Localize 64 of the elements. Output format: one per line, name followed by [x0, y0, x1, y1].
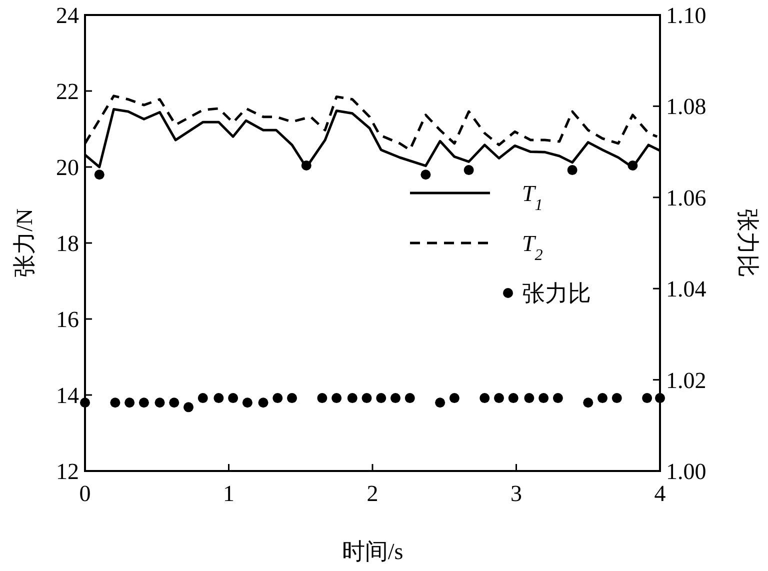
y2-tick-label: 1.10	[666, 3, 706, 28]
point	[480, 393, 490, 404]
point	[347, 393, 358, 404]
point	[362, 393, 372, 404]
point	[198, 393, 208, 404]
point	[258, 398, 268, 408]
x-tick-label: 0	[79, 481, 91, 506]
point	[301, 160, 312, 170]
point	[494, 393, 504, 404]
y-tick-label: 14	[56, 383, 80, 408]
point	[390, 393, 400, 404]
point	[287, 393, 297, 404]
point	[376, 393, 386, 404]
point	[655, 393, 665, 404]
y-tick-label: 12	[56, 459, 79, 484]
y2-tick-label: 1.00	[666, 459, 706, 484]
y2-tick-label: 1.02	[666, 368, 706, 393]
y2-axis-title: 张力比	[735, 208, 760, 278]
point	[124, 398, 135, 408]
point	[332, 393, 342, 404]
point	[628, 160, 638, 170]
point	[94, 170, 104, 180]
point	[317, 393, 328, 404]
point	[524, 393, 534, 404]
legend-label: 张力比	[522, 281, 591, 306]
y2-tick-label: 1.06	[666, 185, 706, 210]
point	[420, 170, 431, 180]
x-tick-label: 4	[654, 481, 666, 506]
y-tick-label: 20	[56, 155, 79, 180]
point	[612, 393, 622, 404]
point	[214, 393, 224, 404]
point	[272, 393, 283, 404]
point	[583, 398, 594, 408]
point	[464, 165, 474, 176]
x-axis-title: 时间/s	[342, 539, 404, 564]
point	[169, 398, 180, 408]
point	[138, 398, 149, 408]
x-tick-label: 3	[510, 481, 522, 506]
point	[184, 402, 194, 412]
legend-label: T$_{2}$	[522, 231, 543, 264]
point	[110, 398, 120, 408]
x-tick-label: 2	[366, 481, 378, 506]
y-tick-label: 24	[56, 3, 80, 28]
point	[508, 393, 518, 404]
legend-label: T$_{1}$	[522, 181, 543, 214]
y-tick-label: 18	[56, 231, 79, 256]
y2-tick-label: 1.08	[666, 94, 706, 120]
point	[598, 393, 608, 404]
point	[154, 398, 165, 408]
y-tick-label: 22	[56, 79, 79, 104]
point	[567, 165, 578, 176]
point	[404, 393, 415, 404]
y-tick-label: 16	[56, 307, 79, 332]
y2-tick-label: 1.04	[666, 276, 707, 302]
y-axis-title: 张力/N	[12, 208, 37, 278]
point	[242, 398, 252, 408]
point	[449, 393, 460, 404]
point	[642, 393, 652, 404]
point	[228, 393, 238, 404]
point	[435, 398, 446, 408]
point	[538, 393, 549, 404]
x-tick-label: 1	[223, 481, 234, 506]
point	[80, 398, 90, 408]
point	[552, 393, 563, 404]
